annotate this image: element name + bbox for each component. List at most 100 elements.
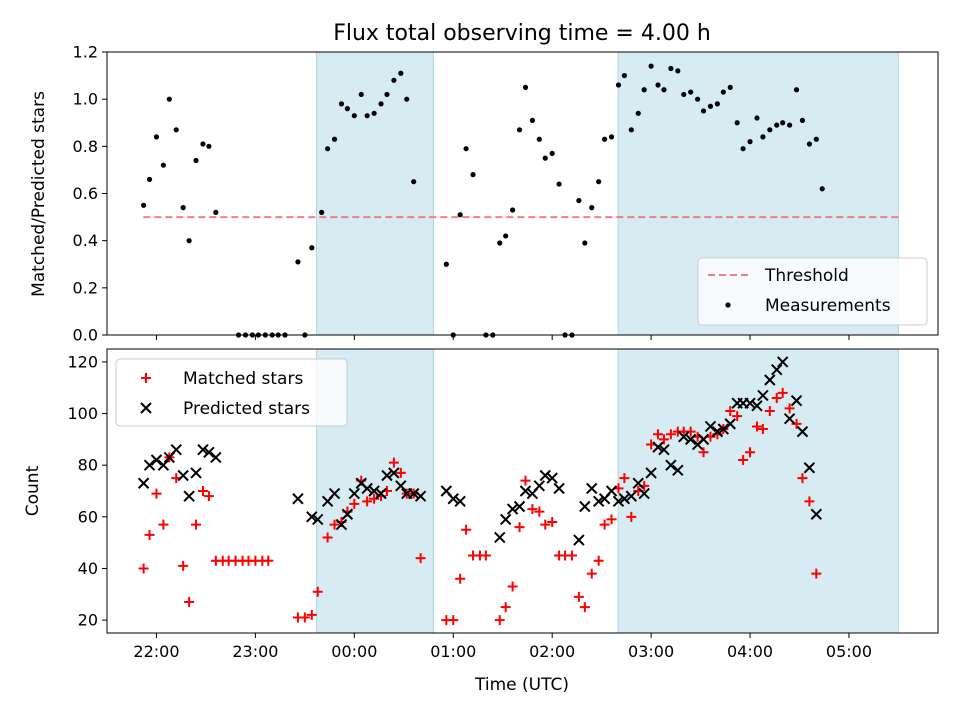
matched-star-47 bbox=[500, 602, 511, 613]
measurement-point-67 bbox=[641, 87, 647, 93]
matched-star-22 bbox=[306, 609, 317, 620]
predicted-star-49 bbox=[612, 495, 625, 508]
predicted-star-73 bbox=[771, 363, 783, 376]
top-ytick-label-1: 0.2 bbox=[73, 278, 98, 297]
matched-star-62 bbox=[599, 519, 610, 530]
predicted-star-58 bbox=[672, 464, 684, 477]
measurement-point-1 bbox=[146, 176, 153, 182]
xtick-label-7: 05:00 bbox=[826, 642, 872, 661]
measurement-point-81 bbox=[734, 120, 740, 126]
matched-star-91 bbox=[791, 418, 802, 429]
predicted-star-56 bbox=[658, 443, 670, 456]
top-ytick-label-0: 0.0 bbox=[73, 326, 98, 345]
measurement-point-53 bbox=[549, 150, 555, 157]
predicted-star-62 bbox=[697, 433, 710, 446]
measurement-point-69 bbox=[655, 82, 661, 88]
measurement-point-38 bbox=[443, 261, 449, 267]
matched-star-87 bbox=[764, 405, 775, 416]
measurement-point-11 bbox=[213, 209, 219, 215]
legend-measurements-swatch bbox=[725, 302, 731, 308]
measurement-point-41 bbox=[463, 146, 469, 152]
measurement-point-58 bbox=[582, 240, 588, 246]
predicted-star-25 bbox=[388, 467, 400, 479]
predicted-star-18 bbox=[341, 508, 354, 520]
matched-star-54 bbox=[547, 516, 558, 527]
measurement-point-61 bbox=[602, 136, 608, 142]
measurement-point-72 bbox=[675, 68, 681, 74]
predicted-star-10 bbox=[203, 446, 215, 458]
matched-star-70 bbox=[653, 429, 664, 440]
chart-title: Flux total observing time = 4.00 h bbox=[333, 21, 711, 46]
measurement-point-87 bbox=[774, 122, 780, 128]
measurement-point-49 bbox=[522, 84, 529, 90]
matched-star-49 bbox=[514, 522, 525, 533]
matched-star-45 bbox=[480, 550, 491, 561]
measurement-point-77 bbox=[707, 103, 714, 109]
measurement-point-32 bbox=[378, 101, 384, 107]
matched-star-82 bbox=[732, 411, 743, 422]
matched-star-84 bbox=[745, 447, 756, 458]
bottom-axes-frame bbox=[106, 348, 939, 634]
top-ytick-label-4: 0.8 bbox=[73, 137, 98, 156]
predicted-star-23 bbox=[375, 487, 387, 500]
measurement-point-76 bbox=[700, 108, 707, 114]
predicted-star-26 bbox=[395, 480, 407, 492]
legend-threshold-label: Threshold bbox=[764, 266, 849, 286]
measurement-point-68 bbox=[648, 63, 654, 69]
predicted-star-1 bbox=[143, 459, 156, 471]
measurement-point-27 bbox=[344, 106, 350, 112]
predicted-star-19 bbox=[348, 487, 361, 500]
measurement-point-60 bbox=[596, 179, 602, 185]
matched-star-88 bbox=[771, 393, 782, 404]
matched-star-41 bbox=[455, 573, 466, 584]
predicted-star-0 bbox=[137, 477, 150, 489]
top-y-axis-label: Matched/Predicted stars bbox=[29, 91, 49, 297]
predicted-star-78 bbox=[803, 462, 816, 474]
legend-measurements-label: Measurements bbox=[765, 296, 891, 316]
measurement-point-28 bbox=[351, 113, 357, 119]
matched-star-63 bbox=[606, 514, 617, 525]
predicted-star-35 bbox=[506, 503, 519, 515]
predicted-star-48 bbox=[605, 485, 618, 497]
xtick-label-1: 23:00 bbox=[232, 642, 278, 661]
matched-star-38 bbox=[415, 553, 426, 564]
measurement-point-90 bbox=[793, 87, 800, 93]
matched-star-23 bbox=[312, 586, 323, 597]
predicted-star-76 bbox=[790, 394, 803, 407]
measurement-point-83 bbox=[747, 139, 753, 145]
matched-star-34 bbox=[388, 457, 399, 468]
predicted-star-46 bbox=[592, 495, 605, 508]
measurement-point-92 bbox=[806, 141, 812, 147]
predicted-star-12 bbox=[292, 493, 304, 505]
measurement-point-89 bbox=[787, 122, 793, 128]
matched-star-71 bbox=[658, 434, 669, 445]
xtick-label-4: 02:00 bbox=[529, 642, 575, 661]
predicted-star-3 bbox=[157, 459, 170, 471]
matched-star-58 bbox=[573, 591, 584, 602]
measurement-point-24 bbox=[325, 146, 331, 152]
predicted-star-45 bbox=[586, 482, 598, 495]
bottom-y-axis-label: Count bbox=[23, 465, 43, 516]
xtick-label-3: 01:00 bbox=[430, 642, 476, 661]
measurement-point-86 bbox=[767, 127, 773, 133]
matched-star-48 bbox=[507, 581, 518, 592]
measurement-point-6 bbox=[180, 205, 186, 211]
matched-star-89 bbox=[777, 387, 788, 398]
measurement-point-91 bbox=[799, 117, 806, 123]
predicted-star-53 bbox=[638, 487, 650, 500]
matched-star-3 bbox=[158, 519, 169, 530]
top-shaded-span-0 bbox=[315, 51, 434, 336]
matched-star-0 bbox=[138, 563, 149, 574]
bottom-ytick-label-1: 40 bbox=[78, 559, 98, 578]
measurement-point-25 bbox=[331, 136, 338, 142]
measurement-point-36 bbox=[404, 96, 410, 102]
matched-star-10 bbox=[203, 491, 214, 502]
top-axes-frame bbox=[106, 51, 939, 336]
predicted-star-39 bbox=[533, 480, 546, 492]
predicted-star-36 bbox=[513, 500, 526, 513]
matched-star-46 bbox=[494, 615, 505, 626]
matched-star-24 bbox=[322, 532, 333, 543]
matched-star-53 bbox=[540, 519, 551, 530]
predicted-star-28 bbox=[407, 487, 420, 500]
